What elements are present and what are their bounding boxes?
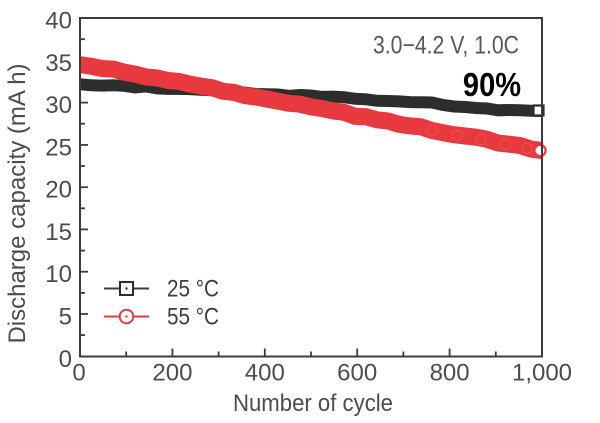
svg-text:25: 25 xyxy=(45,134,72,161)
svg-text:200: 200 xyxy=(152,360,192,387)
svg-text:90%: 90% xyxy=(463,66,521,103)
svg-text:40: 40 xyxy=(45,8,72,35)
svg-text:800: 800 xyxy=(430,360,470,387)
svg-text:0: 0 xyxy=(72,360,85,387)
svg-text:10: 10 xyxy=(45,261,72,288)
svg-text:15: 15 xyxy=(45,219,72,246)
svg-text:Number of cycle: Number of cycle xyxy=(233,390,393,417)
svg-text:Discharge capacity (mA h): Discharge capacity (mA h) xyxy=(4,63,31,343)
svg-text:600: 600 xyxy=(337,360,377,387)
svg-text:55 °C: 55 °C xyxy=(167,304,219,331)
svg-text:5: 5 xyxy=(59,304,72,331)
svg-text:35: 35 xyxy=(45,50,72,77)
svg-text:25 °C: 25 °C xyxy=(167,276,219,303)
svg-text:0: 0 xyxy=(59,346,72,373)
svg-text:30: 30 xyxy=(45,92,72,119)
svg-text:20: 20 xyxy=(45,177,72,204)
svg-text:1,000: 1,000 xyxy=(512,360,572,387)
svg-text:3.0−4.2 V, 1.0C: 3.0−4.2 V, 1.0C xyxy=(373,32,519,60)
svg-text:400: 400 xyxy=(245,360,285,387)
